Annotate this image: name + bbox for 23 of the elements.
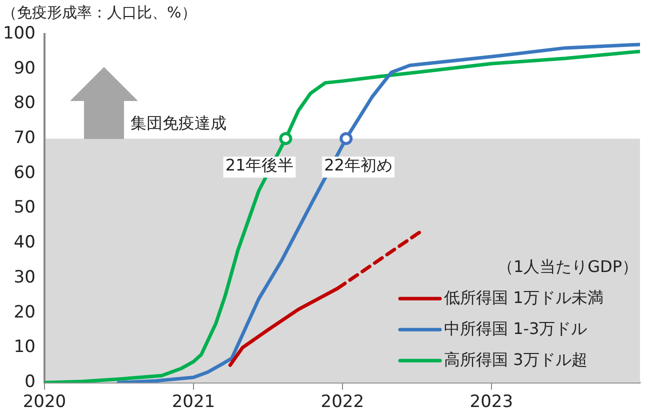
annotation: 21年後半 bbox=[225, 156, 294, 175]
y-tick-label: 30 bbox=[14, 267, 36, 288]
y-tick-label: 0 bbox=[24, 372, 36, 392]
legend-title: （1人当たりGDP） bbox=[497, 256, 638, 276]
x-tick-label: 2022 bbox=[320, 392, 364, 412]
band-label: 集団免疫達成 bbox=[130, 114, 226, 133]
y-tick-label: 40 bbox=[14, 232, 36, 253]
y-tick-label: 100 bbox=[2, 23, 36, 44]
legend-label: 高所得国 3万ドル超 bbox=[444, 350, 588, 369]
legend-label: 低所得国 1万ドル未満 bbox=[444, 288, 604, 307]
y-tick-label: 70 bbox=[14, 128, 36, 148]
y-tick-label: 10 bbox=[14, 337, 36, 358]
y-tick-label: 60 bbox=[14, 162, 36, 183]
y-axis-title: （免疫形成率：人口比、%） bbox=[2, 3, 196, 22]
annotation: 22年初め bbox=[324, 156, 392, 175]
x-tick-label: 2020 bbox=[22, 392, 66, 412]
y-tick-label: 80 bbox=[14, 93, 36, 114]
x-tick-label: 2023 bbox=[470, 392, 514, 412]
y-tick-label: 50 bbox=[14, 198, 36, 218]
y-tick-label: 90 bbox=[14, 58, 36, 78]
legend-label: 中所得国 1-3万ドル bbox=[444, 318, 588, 338]
x-tick-label: 2021 bbox=[172, 392, 216, 412]
y-tick-label: 20 bbox=[14, 302, 36, 322]
